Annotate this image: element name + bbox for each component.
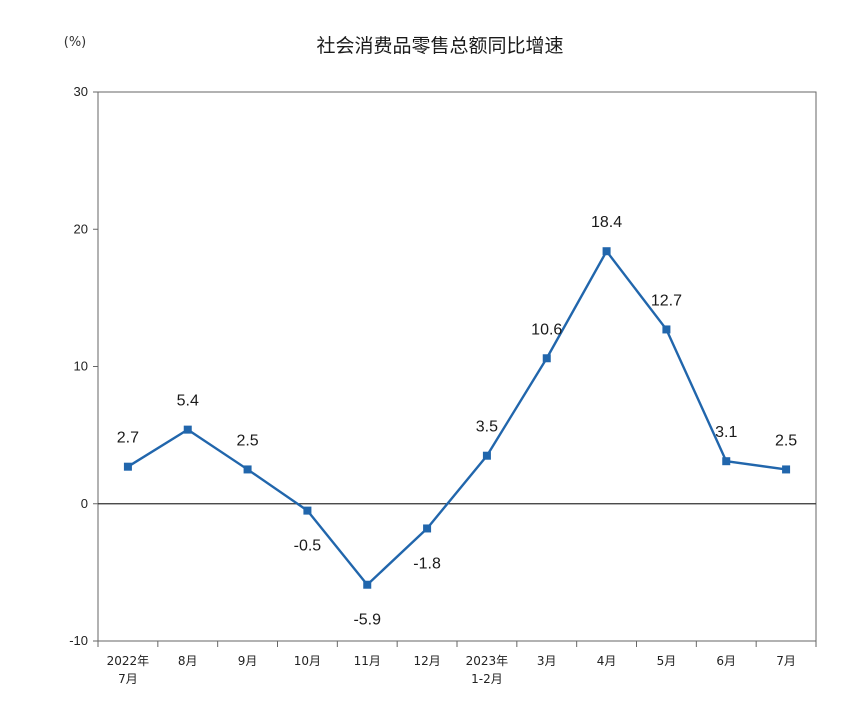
x-tick-label: 7月 [776,654,796,668]
series-layer: 2.7 5.4 2.5 -0.5 -5.9 -1.8 3.5 10.6 18.4 12.7 3.1 2… [117,214,798,629]
data-point-marker [662,325,671,334]
data-point-marker [482,451,491,460]
data-point-marker [243,465,252,474]
data-point-marker [602,247,611,256]
x-axis-ticks: 2022年 7月 8月 9月 10月 11月 12月 2023年 1-2月 3月 4月 5月 6月 7月 [97,641,817,686]
x-tick-label: 2022年 7月 [107,654,150,686]
x-tick-label: 5月 [657,654,677,668]
y-axis-unit: (%) [64,35,87,50]
y-tick-label: 20 [74,221,88,236]
data-label: 5.4 [177,393,199,410]
data-label: 10.6 [531,321,562,338]
y-axis-ticks: 30 20 10 0 -10 [69,84,98,648]
x-tick-label: 10月 [294,654,321,668]
x-tick-label: 11月 [354,654,381,668]
data-label: 12.7 [651,292,682,309]
data-point-marker [303,506,312,515]
data-point-marker [423,524,432,533]
x-tick-label: 12月 [413,654,440,668]
data-point-marker [183,425,192,434]
data-point-marker [722,457,731,466]
data-label: 18.4 [591,214,622,231]
x-tick-label: 2023年 1-2月 [466,654,509,686]
plot-area-frame [97,91,817,642]
data-point-marker [782,465,791,474]
data-label: 3.5 [476,419,498,436]
x-tick-label: 6月 [716,654,736,668]
chart-title: 社会消费品零售总额同比增速 [316,35,563,57]
data-label: 2.5 [236,432,258,449]
data-label: 2.5 [775,432,797,449]
x-tick-label: 4月 [597,654,617,668]
y-tick-label: 30 [74,84,88,99]
data-label: 2.7 [117,430,139,447]
data-point-marker [363,580,372,589]
x-tick-label: 8月 [178,654,198,668]
data-label: -0.5 [294,538,322,555]
data-point-marker [123,462,132,471]
y-tick-label: -10 [69,633,88,648]
data-label: -5.9 [353,612,381,629]
series-line [127,250,787,586]
y-tick-label: 10 [74,359,88,374]
x-tick-label: 9月 [238,654,258,668]
y-tick-label: 0 [81,496,88,511]
x-tick-label: 3月 [537,654,557,668]
data-label: -1.8 [413,555,441,572]
data-label: 3.1 [715,424,737,441]
data-point-marker [542,354,551,363]
